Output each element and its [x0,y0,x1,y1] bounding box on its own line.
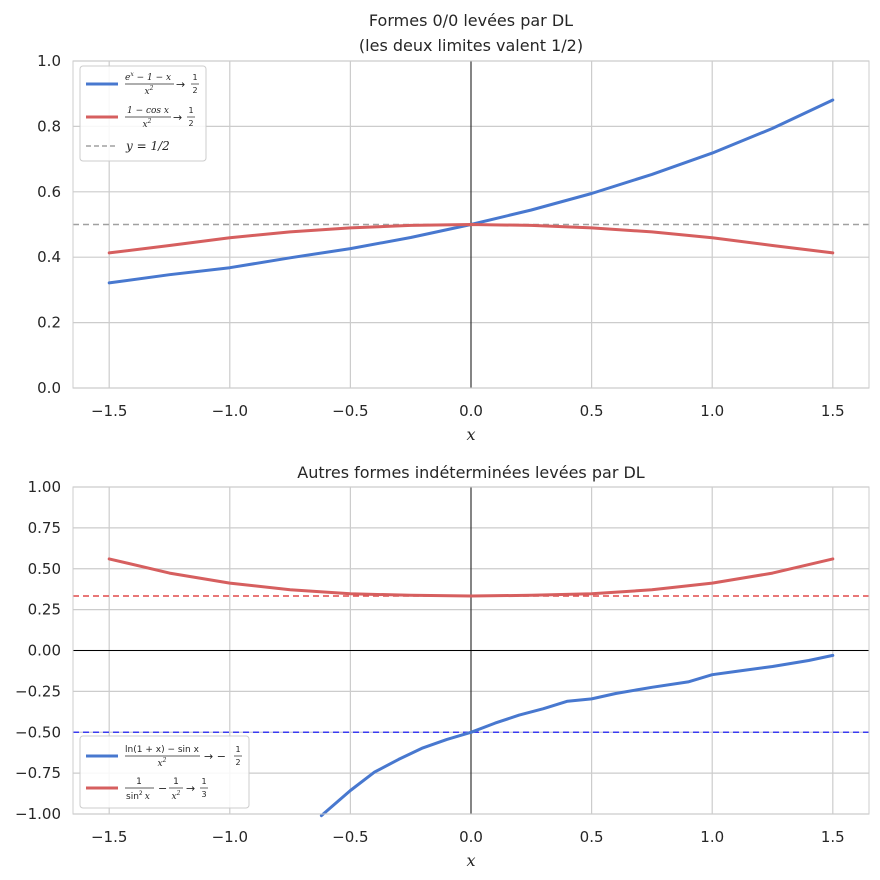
legend-exp-denominator: x2 [145,85,154,97]
x-tick-label: −1.5 [91,402,127,420]
series-lines [107,98,835,285]
x-tick-label: −1.5 [91,828,127,846]
legend-frame [79,65,207,162]
limit-denominator: 2 [192,86,197,95]
legend-arrow: → [176,78,185,91]
legend-ln-numerator: ln(1 + x) − sin x [125,745,200,755]
x-tick-label: −1.0 [212,402,248,420]
x-axis-label: x [466,851,475,870]
limit-numerator: 1 [192,73,197,82]
legend-exp-numerator: ex − 1 − x [125,71,171,83]
x-axis-label: x [466,425,475,444]
legend-entry-ref: y = 1/2 [86,139,170,153]
legend: ln(1 + x) − sin x x2 → − 1 2 1 sin2 x − 1… [79,735,250,809]
x-tick-label: −0.5 [332,828,368,846]
series-line-red [107,223,835,255]
x-tick-label: 1.0 [700,828,724,846]
limit-numerator: 1 [188,106,193,115]
legend-ref-label: y = 1/2 [125,139,170,153]
x-tick-label: 1.5 [821,402,845,420]
x-tick-labels: −1.5 −1.0 −0.5 0.0 0.5 1.0 1.5 [91,402,845,420]
chart-title-line1: Formes 0/0 levées par DL [369,11,573,30]
legend-cos-numerator: 1 − cos x [127,106,169,116]
limit-denominator: 2 [188,119,193,128]
x-tick-label: 0.0 [459,828,483,846]
chart-title: Autres formes indéterminées levées par D… [297,463,645,482]
panel-top: Formes 0/0 levées par DL (les deux limit… [37,11,870,444]
y-tick-label: −0.25 [15,682,61,700]
legend-arrow: → − [204,750,226,763]
y-tick-label: −1.00 [15,805,61,823]
y-tick-label: 0.2 [37,314,61,332]
x-tick-label: −0.5 [332,402,368,420]
legend-ln-denominator: x2 [158,757,167,769]
legend-minus: − [158,782,167,795]
x-tick-label: 0.5 [580,828,604,846]
y-tick-label: 0.4 [37,248,61,266]
y-tick-label: 0.0 [37,379,61,397]
y-tick-label: −0.50 [15,723,61,741]
legend-entry-cos: 1 − cos x x2 → 1 2 [86,106,195,130]
y-tick-label: 0.00 [28,642,61,660]
x-tick-label: 1.0 [700,402,724,420]
y-tick-label: 0.6 [37,183,61,201]
limit-denominator: 3 [201,790,206,799]
y-tick-label: 1.0 [37,52,61,70]
legend: ex − 1 − x x2 → 1 2 1 − cos x x2 → 1 2 [79,65,207,162]
chart-title-line2: (les deux limites valent 1/2) [359,36,583,55]
x-tick-labels: −1.5 −1.0 −0.5 0.0 0.5 1.0 1.5 [91,828,845,846]
reference-lines [73,595,869,733]
x-tick-label: 0.0 [459,402,483,420]
series-line-red [107,557,835,598]
legend-entry-sin: 1 sin2 x − 1 x2 → 1 3 [86,777,208,802]
legend-sin-f1-denominator: sin2 x [126,790,150,802]
legend-entry-ln: ln(1 + x) − sin x x2 → − 1 2 [86,745,242,769]
limit-denominator: 2 [235,758,240,767]
legend-sin-f2-numerator: 1 [173,777,179,787]
legend-sin-f1-numerator: 1 [136,777,142,787]
legend-sin-f2-denominator: x2 [172,790,181,802]
y-tick-labels: 0.0 0.2 0.4 0.6 0.8 1.0 [37,52,61,397]
x-tick-label: 0.5 [580,402,604,420]
series-lines [107,557,835,818]
x-tick-label: 1.5 [821,828,845,846]
y-tick-label: 1.00 [28,478,61,496]
legend-cos-denominator: x2 [143,118,152,130]
y-tick-label: 0.25 [28,601,61,619]
limit-numerator: 1 [235,745,240,754]
legend-arrow: → [186,782,195,795]
plot-frame [72,60,870,389]
y-tick-label: 0.50 [28,560,61,578]
zero-axes [73,487,869,814]
x-tick-label: −1.0 [212,828,248,846]
y-tick-label: 0.8 [37,117,61,135]
y-tick-label: −0.75 [15,764,61,782]
series-line-blue [319,653,835,818]
y-tick-labels: −1.00 −0.75 −0.50 −0.25 0.00 0.25 0.50 0.75 1.00 [15,478,61,823]
panel-bottom: Autres formes indéterminées levées par D… [15,463,870,870]
plot-frame [72,486,870,815]
legend-entry-exp: ex − 1 − x x2 → 1 2 [86,71,199,97]
y-tick-label: 0.75 [28,519,61,537]
limit-numerator: 1 [201,777,206,786]
legend-frame [79,735,250,809]
legend-arrow: → [173,111,182,124]
